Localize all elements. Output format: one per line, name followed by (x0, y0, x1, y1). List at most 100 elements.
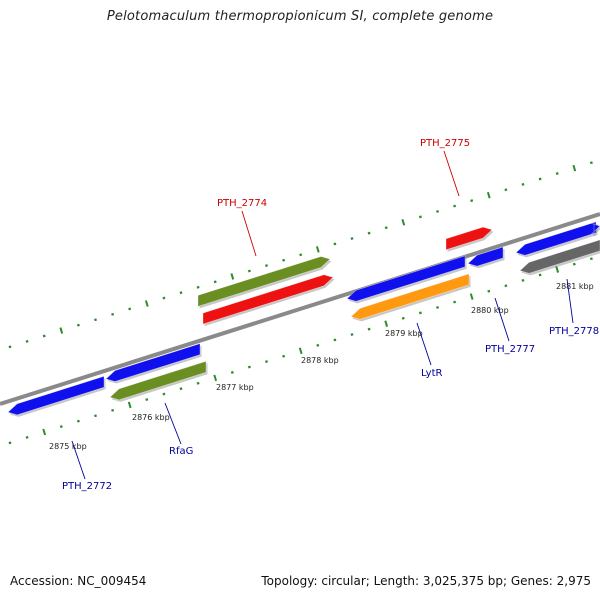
tick-mark (8, 441, 12, 445)
tick-mark (418, 311, 422, 315)
tick-mark (350, 333, 354, 336)
tick-mark (470, 199, 474, 203)
tick-mark (265, 360, 268, 364)
outer-tick-track (8, 161, 593, 349)
map-title: Pelotomaculum thermopropionicum SI, comp… (106, 9, 494, 24)
tick-mark (384, 226, 388, 230)
tick-mark (111, 312, 115, 316)
gene-arrow-pth_2777[interactable] (467, 246, 504, 267)
tick-mark (333, 338, 337, 342)
inner-tick-track (8, 257, 593, 445)
tick-mark (127, 401, 132, 409)
gene-arrow[interactable] (202, 274, 334, 325)
tick-mark (247, 365, 251, 369)
tick-mark (298, 347, 303, 355)
tick-mark (589, 257, 593, 261)
tick-mark (555, 172, 559, 175)
label-leader-line (566, 278, 574, 324)
gene-label-pth_2772: PTH_2772 (62, 481, 112, 492)
tick-mark (111, 408, 115, 412)
tick-mark (350, 237, 354, 240)
tick-mark (59, 327, 64, 334)
gene-arrow-pth_2772[interactable] (7, 375, 105, 416)
tick-mark (436, 210, 439, 213)
tick-mark (521, 278, 525, 282)
label-leader-line (416, 322, 432, 366)
tick-mark (8, 345, 12, 349)
tick-mark (42, 334, 46, 338)
label-leader-line (71, 440, 86, 480)
tick-mark (247, 269, 251, 273)
gene-arrow-lytr[interactable] (346, 255, 466, 302)
tick-mark (401, 219, 406, 226)
tick-mark (162, 296, 166, 300)
gene-arrow-pth_2775[interactable] (445, 226, 493, 251)
gene-label-rfag: RfaG (169, 446, 193, 457)
gene-labels: PTH_2772 RfaG PTH_2774 LytR PTH_2775 PTH_2777… (62, 138, 599, 492)
tick-mark (487, 289, 491, 293)
gene-arrow[interactable] (105, 343, 201, 382)
tick-mark (282, 354, 286, 358)
tick-mark (213, 280, 217, 284)
tick-mark (589, 161, 593, 165)
gene-arrow[interactable] (519, 239, 600, 274)
tick-mark (230, 273, 235, 280)
accession-text: Accession: NC_009454 (10, 574, 147, 588)
tick-mark (316, 343, 320, 347)
tick-mark (299, 253, 303, 257)
tick-mark (76, 323, 80, 327)
tick-mark (282, 258, 286, 262)
gene-features (7, 221, 600, 417)
tick-mark (94, 414, 97, 418)
gene-label-pth_2778: PTH_2778 (549, 326, 599, 337)
tick-mark (25, 339, 29, 343)
tick-label: 2876 kbp (132, 413, 170, 422)
tick-mark (196, 285, 200, 289)
tick-mark (179, 291, 183, 295)
tick-mark (521, 182, 525, 186)
tick-mark (42, 428, 47, 436)
tick-mark (144, 300, 149, 307)
tick-mark (538, 273, 542, 277)
label-leader-line (494, 297, 510, 342)
tick-label: 2879 kbp (385, 329, 423, 338)
tick-mark (436, 306, 439, 309)
tick-mark (265, 264, 268, 268)
tick-mark (504, 188, 508, 192)
tick-mark (572, 164, 577, 172)
tick-label: 2878 kbp (301, 356, 339, 365)
tick-label: 2881 kbp (556, 282, 594, 291)
tick-mark (59, 425, 63, 429)
tick-mark (315, 246, 320, 253)
gene-arrow-pth_2774[interactable] (197, 256, 331, 307)
label-leader-line (443, 150, 460, 197)
gene-arrow[interactable] (589, 222, 600, 235)
tick-mark (367, 231, 371, 235)
tick-mark (401, 316, 405, 320)
tick-labels: 2875 kbp 2876 kbp 2877 kbp 2878 kbp 2879 kbp… (49, 282, 594, 451)
gene-arrow[interactable] (350, 273, 470, 320)
tick-mark (196, 381, 200, 385)
gene-arrow-rfag[interactable] (109, 360, 207, 401)
tick-mark (230, 370, 234, 374)
tick-mark (94, 318, 97, 322)
label-leader-line (164, 402, 182, 445)
tick-mark (333, 242, 337, 246)
tick-mark (453, 300, 457, 304)
tick-mark (469, 293, 474, 300)
tick-mark (128, 307, 132, 311)
tick-label: 2880 kbp (471, 306, 509, 315)
label-leader-line (241, 210, 257, 257)
tick-mark (555, 266, 560, 273)
tick-mark (179, 387, 183, 391)
tick-mark (384, 320, 389, 327)
tick-mark (76, 419, 80, 423)
tick-label: 2875 kbp (49, 442, 87, 451)
tick-mark (367, 327, 371, 331)
tick-label: 2877 kbp (216, 383, 254, 392)
genome-summary: Topology: circular; Length: 3,025,375 bp… (261, 574, 591, 588)
gene-label-pth_2777: PTH_2777 (485, 344, 535, 355)
tick-mark (25, 435, 29, 439)
genome-backbone (0, 212, 600, 406)
